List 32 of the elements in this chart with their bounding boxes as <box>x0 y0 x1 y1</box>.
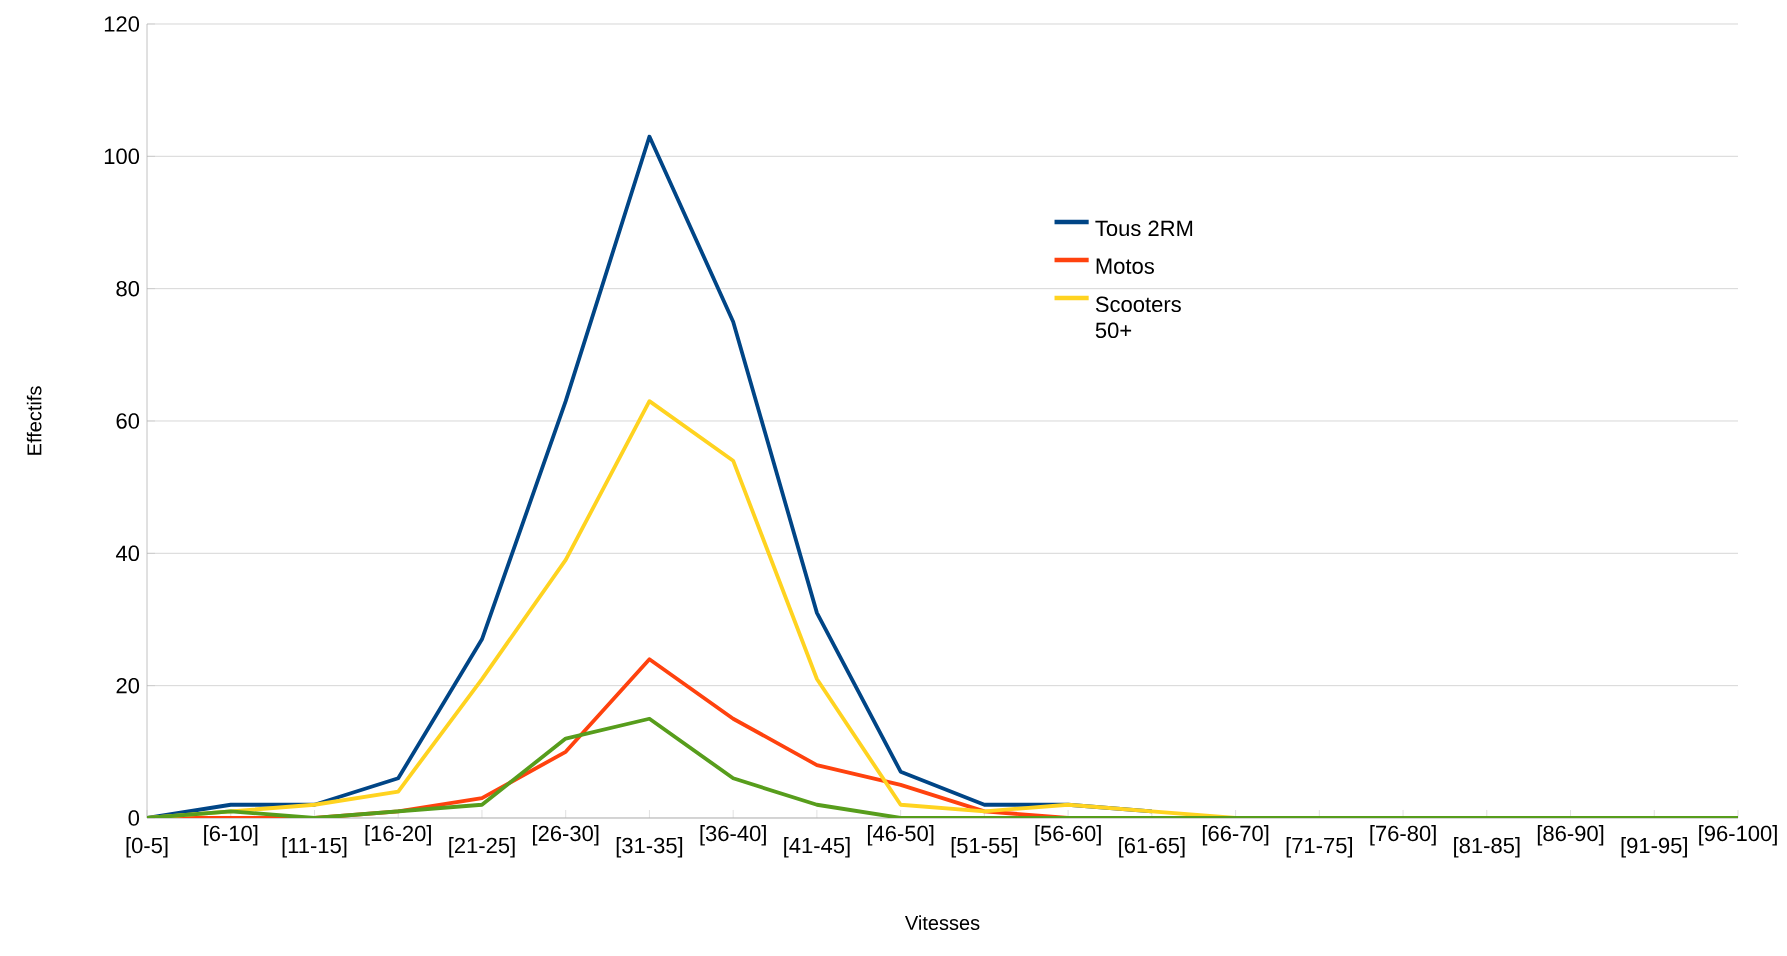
legend-label: Scooters 50+ <box>1095 296 1181 339</box>
x-tick-label: [41-45] <box>784 837 850 858</box>
x-tick-label: [66-70] <box>1202 825 1269 846</box>
x-tick-label: [6-10] <box>204 825 258 846</box>
x-tick-label: [11-15] <box>282 837 347 858</box>
x-tick-label: [56-60] <box>1035 825 1101 846</box>
legend-label: Tous 2RM <box>1095 220 1193 237</box>
x-tick-label: [21-25] <box>449 837 515 858</box>
x-axis-title: Vitesses <box>904 915 980 931</box>
y-tick-label: 20 <box>116 677 140 694</box>
x-tick-label: [46-50] <box>867 825 934 846</box>
y-tick-label: 40 <box>115 545 140 562</box>
x-tick-label: [26-30] <box>533 825 599 846</box>
y-tick-label: 100 <box>104 148 140 165</box>
x-tick-label: [76-80] <box>1370 825 1436 846</box>
x-tick-label: [36-40] <box>700 825 766 846</box>
y-tick-label: 120 <box>104 16 140 32</box>
x-tick-label: [71-75] <box>1286 837 1352 858</box>
x-tick-label: [51-55] <box>951 837 1018 858</box>
x-tick-label: [81-85] <box>1454 837 1520 858</box>
x-tick-label: [16-20] <box>365 825 431 846</box>
y-axis-title: Effectifs <box>26 386 42 455</box>
y-tick-label: 60 <box>116 413 140 429</box>
y-tick-label: 0 <box>128 810 140 826</box>
x-tick-label: [31-35] <box>616 837 683 858</box>
x-tick-label: [61-65] <box>1119 837 1185 858</box>
legend-label: Motos <box>1096 258 1154 274</box>
x-tick-label: [91-95] <box>1621 837 1687 858</box>
x-tick-label: [86-90] <box>1537 825 1604 846</box>
y-tick-label: 80 <box>116 280 140 297</box>
x-tick-label: [96-100] <box>1699 825 1777 846</box>
x-tick-label: [0-5] <box>126 837 168 858</box>
